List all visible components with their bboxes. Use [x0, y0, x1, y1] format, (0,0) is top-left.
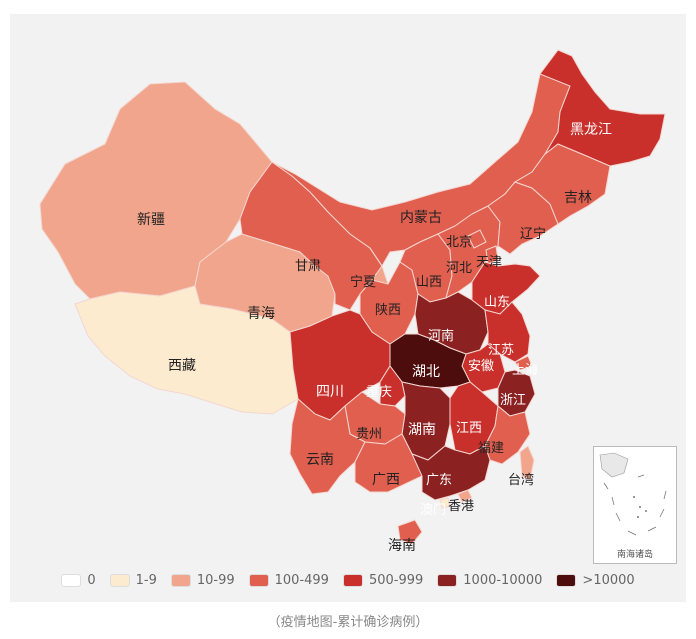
province-辽宁[interactable]: [487, 181, 559, 255]
legend: 0 1-9 10-99 100-499 500-999 1000-10000 >10000: [10, 560, 686, 600]
province-label: 澳门: [420, 502, 446, 518]
province-label: 贵州: [356, 427, 382, 442]
province-label: 北京: [446, 235, 472, 250]
inset-label: 南海诸岛: [616, 550, 653, 560]
legend-item[interactable]: >10000: [556, 572, 635, 588]
province-北京[interactable]: [467, 229, 487, 249]
province-label: 浙江: [500, 393, 526, 408]
legend-swatch: [109, 573, 130, 587]
legend-item[interactable]: 10-99: [170, 572, 235, 588]
south-china-sea-inset: 南海诸岛: [593, 446, 677, 564]
province-label: 河南: [428, 328, 454, 344]
province-label: 安徽: [468, 359, 494, 374]
province-陕西[interactable]: [359, 261, 419, 345]
inset-map: [599, 452, 667, 536]
province-广西[interactable]: [354, 433, 429, 493]
province-label: 辽宁: [520, 226, 546, 242]
province-江苏[interactable]: [484, 301, 531, 363]
province-label: 江西: [456, 421, 482, 436]
legend-label: >10000: [582, 572, 635, 588]
province-label: 台湾: [508, 472, 534, 488]
legend-item[interactable]: 1-9: [109, 572, 157, 588]
legend-label: 1000-10000: [463, 572, 543, 588]
legend-swatch: [556, 573, 577, 587]
map-panel: 新疆西藏 青海 甘肃 内蒙古宁夏陕西 山西 河北 北京 天津 辽宁 吉林 黑龙江山东河南江苏 安徽 上海…: [10, 14, 686, 602]
province-上海[interactable]: [514, 355, 533, 371]
province-label: 黑龙江: [570, 122, 612, 138]
legend-swatch: [61, 573, 82, 587]
province-label: 西藏: [168, 358, 196, 374]
legend-item[interactable]: 0: [61, 572, 96, 588]
legend-label: 100-499: [274, 572, 329, 588]
province-label: 上海: [512, 363, 538, 378]
legend-item[interactable]: 1000-10000: [437, 573, 542, 588]
legend-label: 10-99: [196, 572, 235, 588]
province-label: 广西: [372, 472, 400, 488]
province-label: 云南: [306, 452, 334, 468]
province-label: 青海: [247, 306, 275, 322]
legend-swatch: [170, 573, 191, 587]
map-caption: （疫情地图-累计确诊病例）: [267, 615, 429, 630]
province-香港[interactable]: [457, 489, 473, 503]
province-label: 内蒙古: [400, 210, 442, 226]
province-label: 宁夏: [350, 274, 376, 290]
province-label: 山西: [416, 275, 442, 290]
legend-label: 1-9: [135, 572, 157, 588]
province-label: 海南: [388, 538, 416, 554]
province-label: 广东: [426, 473, 452, 488]
province-label: 四川: [316, 384, 344, 400]
legend-label: 0: [87, 572, 96, 588]
province-label: 吉林: [564, 190, 592, 206]
province-海南[interactable]: [397, 519, 423, 545]
legend-swatch: [437, 573, 458, 587]
province-label: 湖南: [408, 422, 436, 438]
legend-swatch: [342, 573, 363, 587]
province-云南[interactable]: [289, 398, 366, 495]
province-label: 重庆: [366, 384, 392, 400]
province-label: 江苏: [488, 342, 514, 358]
province-label: 湖北: [412, 364, 440, 380]
province-label: 新疆: [137, 212, 165, 228]
province-label: 甘肃: [295, 259, 321, 274]
legend-swatch: [248, 573, 269, 587]
legend-item[interactable]: 100-499: [248, 572, 329, 588]
province-label: 福建: [478, 441, 504, 456]
province-天津[interactable]: [485, 245, 499, 265]
province-label: 陕西: [375, 303, 401, 318]
legend-label: 500-999: [368, 572, 424, 588]
province-label: 河北: [446, 261, 472, 276]
province-黑龙江[interactable]: [539, 49, 666, 167]
province-广东[interactable]: [411, 445, 491, 501]
province-label: 天津: [476, 255, 502, 270]
province-福建[interactable]: [484, 405, 531, 465]
legend-item[interactable]: 500-999: [342, 572, 424, 588]
province-澳门[interactable]: [439, 497, 451, 509]
province-label: 香港: [448, 499, 474, 514]
province-label: 山东: [484, 295, 510, 310]
province-台湾[interactable]: [519, 445, 535, 481]
